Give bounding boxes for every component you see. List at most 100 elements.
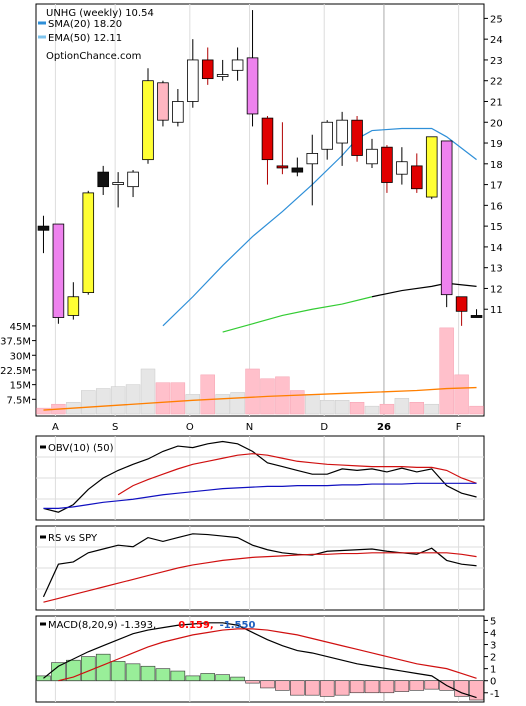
obv-series-line — [117, 453, 477, 496]
candle-body — [231, 59, 244, 71]
vol-tick-label: 15M — [10, 381, 31, 392]
x-tick-label: O — [186, 422, 194, 433]
macd-histogram-bar — [51, 662, 66, 682]
obv-title: OBV(10) (50) — [48, 443, 114, 454]
candle-body — [52, 223, 65, 318]
volume-bar — [245, 368, 260, 415]
vol-tick-label: 37.5M — [0, 337, 31, 348]
macd-histogram-bar — [275, 680, 290, 691]
macd-histogram-bar — [304, 680, 320, 696]
price-panel: A S O N D 26 F 11 12 13 14 15 16 17 18 19 20 21 22 23 24 25 7.… — [0, 3, 503, 433]
volume-bar — [36, 407, 51, 415]
candle-body — [37, 225, 50, 231]
vol-tick-label: 7.5M — [6, 395, 31, 406]
candle-body — [142, 80, 154, 161]
volume-bar — [140, 368, 156, 415]
y-tick-label: 20 — [490, 118, 503, 129]
vol-tick-label: 30M — [10, 351, 31, 362]
candle-body — [306, 153, 319, 165]
macd-histogram-bar — [394, 680, 410, 692]
macd-y-tick-label: 0 — [490, 677, 496, 688]
macd-histogram-bar — [125, 663, 141, 682]
y-tick-label: 25 — [490, 14, 503, 25]
volume-bar — [364, 405, 380, 415]
vol-tick-label: 45M — [10, 322, 31, 333]
candle-body — [127, 171, 139, 188]
candle-body — [321, 121, 333, 150]
volume-bar — [125, 384, 141, 415]
volume-bar — [95, 388, 111, 415]
obv-panel: OBV(10) (50) — [35, 435, 485, 521]
candle-body — [201, 59, 214, 80]
x-tick-label: D — [320, 422, 328, 433]
rs-title: RS vs SPY — [48, 533, 98, 544]
y-tick-label: 21 — [490, 97, 503, 108]
candle-body — [396, 161, 408, 175]
macd-line — [43, 622, 477, 699]
watermark: OptionChance.com — [46, 51, 141, 62]
candle-body — [172, 101, 184, 123]
macd-histogram-bar — [155, 668, 171, 682]
macd-histogram-bar — [140, 665, 156, 682]
y-tick-label: 23 — [490, 56, 503, 67]
macd-signal-value: 0.159, — [178, 620, 213, 631]
macd-y-tick-label: 4 — [490, 628, 496, 639]
y-tick-label: 14 — [490, 243, 503, 254]
y-tick-label: 19 — [490, 139, 503, 150]
x-tick-label: 26 — [377, 422, 391, 433]
volume-bar — [305, 394, 320, 415]
volume-bar — [424, 403, 439, 415]
macd-y-tick-label: 2 — [490, 653, 496, 664]
y-tick-label: 17 — [490, 181, 503, 192]
macd-histogram-bar — [409, 680, 425, 691]
volume-average-line — [43, 386, 477, 411]
candle-body — [291, 167, 304, 173]
macd-frame — [35, 615, 485, 703]
candle-body — [411, 165, 423, 190]
y-tick-label: 11 — [490, 305, 503, 316]
macd-histogram-bar — [364, 680, 380, 694]
y-tick-label: 16 — [490, 201, 503, 212]
candle-body — [261, 117, 274, 161]
candle-body — [216, 74, 229, 77]
obv-series-line — [43, 482, 477, 509]
candle-body — [97, 171, 109, 188]
x-tick-label: F — [456, 422, 462, 433]
volume-bar — [215, 394, 230, 415]
macd-y-tick-label: -1 — [490, 689, 500, 700]
volume-bar — [349, 402, 365, 415]
volume-bar — [334, 400, 350, 415]
macd-histogram-bar — [185, 675, 201, 682]
x-tick-label: A — [52, 422, 59, 433]
macd-histogram-bar — [349, 680, 365, 694]
volume-bar — [439, 327, 454, 415]
macd-histogram-bar — [200, 673, 215, 682]
candle-body — [157, 82, 169, 121]
macd-signal-line — [58, 628, 477, 682]
volume-bar — [230, 392, 245, 415]
volume-bar — [409, 402, 425, 415]
candle-body — [351, 119, 363, 156]
macd-histogram-bar — [424, 680, 439, 690]
macd-histogram-bar — [290, 680, 305, 696]
candle-body — [82, 192, 95, 294]
volume-bar — [379, 403, 395, 415]
rs-series-line — [43, 552, 477, 603]
y-tick-label: 22 — [490, 77, 503, 88]
candle-body — [276, 165, 289, 169]
volume-bar — [155, 382, 171, 415]
volume-bar — [394, 398, 410, 415]
rs-panel: RS vs SPY — [35, 525, 485, 611]
vol-tick-label: 22.5M — [0, 366, 31, 377]
macd-y-tick-label: 3 — [490, 641, 496, 652]
y-tick-label: 18 — [490, 160, 503, 171]
x-tick-label: N — [246, 422, 253, 433]
candle-body — [112, 182, 124, 185]
macd-histogram-bar — [454, 680, 469, 697]
obv-series-line — [43, 440, 477, 513]
candle-body — [187, 59, 199, 102]
volume-bar — [185, 394, 201, 415]
x-tick-label: S — [112, 422, 118, 433]
